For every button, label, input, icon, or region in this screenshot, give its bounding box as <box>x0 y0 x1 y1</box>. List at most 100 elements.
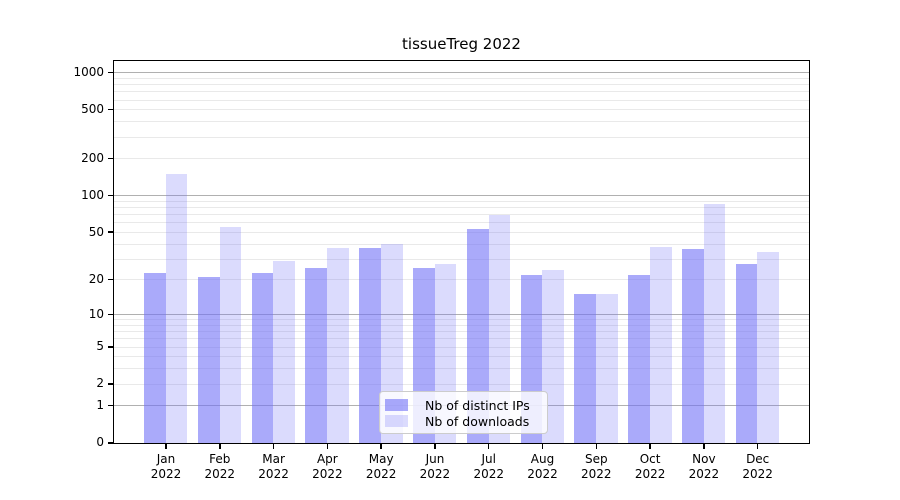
bar-oct-downloads <box>649 246 672 443</box>
gridline-minor-300 <box>114 136 809 138</box>
gridline-minor-8 <box>114 324 809 326</box>
bar-dec-distinct-ips <box>735 264 758 443</box>
bar-apr-downloads <box>327 248 349 443</box>
bar-jan-distinct-ips <box>144 272 166 443</box>
chart-title: tissueTreg 2022 <box>402 35 521 53</box>
ytick-label-10: 10 <box>88 306 104 321</box>
gridline-major-10 <box>114 314 809 316</box>
xtick-label-oct: Oct 2022 <box>634 452 666 481</box>
legend-item-distinct-ips: Nb of distinct IPs <box>385 397 539 413</box>
gridline-minor-6 <box>114 338 809 340</box>
legend: Nb of distinct IPs Nb of downloads <box>379 391 548 434</box>
bar-nov-distinct-ips <box>682 249 704 443</box>
xtick-jun <box>434 444 436 449</box>
gridline-minor-600 <box>114 99 809 101</box>
gridline-minor-500 <box>114 109 809 111</box>
ytick-label-50: 50 <box>88 224 104 239</box>
gridline-minor-20 <box>114 279 809 281</box>
legend-item-downloads: Nb of downloads <box>385 413 539 429</box>
ytick-label-2: 2 <box>96 376 104 391</box>
xtick-sep <box>595 444 598 449</box>
xtick-label-may: May 2022 <box>365 452 397 481</box>
legend-swatch-distinct-ips <box>385 399 408 411</box>
xtick-jan <box>165 444 167 449</box>
xtick-may <box>380 444 382 449</box>
gridline-minor-900 <box>114 77 809 79</box>
gridline-minor-4 <box>114 356 809 358</box>
bar-jan-downloads <box>165 174 188 443</box>
gridline-minor-7 <box>114 331 809 333</box>
xtick-nov <box>703 444 705 449</box>
bar-dec-downloads <box>757 252 780 443</box>
bar-may-distinct-ips <box>359 248 381 443</box>
legend-label-distinct-ips: Nb of distinct IPs <box>425 397 530 413</box>
gridline-minor-3 <box>114 368 809 370</box>
ytick-label-1: 1 <box>96 398 104 413</box>
xtick-label-sep: Sep 2022 <box>581 452 612 481</box>
ytick-label-0: 0 <box>96 435 104 450</box>
bars-layer <box>114 61 809 443</box>
xtick-dec <box>756 444 759 449</box>
xtick-aug <box>541 444 544 449</box>
gridline-minor-40 <box>114 243 809 245</box>
bar-nov-downloads <box>703 204 726 443</box>
xtick-jul <box>487 444 490 449</box>
gridline-major-1000 <box>114 72 809 74</box>
xtick-apr <box>326 444 329 449</box>
xtick-label-jan: Jan 2022 <box>150 452 182 481</box>
gridlines-layer <box>114 61 809 443</box>
xtick-oct <box>649 444 651 449</box>
xtick-label-mar: Mar 2022 <box>258 452 289 481</box>
ytick-10 <box>108 313 114 316</box>
ytick-label-200: 200 <box>81 151 104 166</box>
xtick-label-nov: Nov 2022 <box>688 452 720 481</box>
gridline-minor-30 <box>114 258 809 260</box>
ytick-2 <box>108 383 114 385</box>
xtick-label-dec: Dec 2022 <box>742 452 773 481</box>
ytick-50 <box>108 231 114 233</box>
gridline-minor-80 <box>114 207 809 209</box>
xtick-label-aug: Aug 2022 <box>527 452 558 481</box>
xtick-label-jun: Jun 2022 <box>419 452 451 481</box>
bar-jul-distinct-ips <box>466 229 489 443</box>
ytick-5 <box>108 346 114 348</box>
ytick-1000 <box>108 71 114 74</box>
gridline-minor-5 <box>114 346 809 348</box>
bar-oct-distinct-ips <box>628 274 650 443</box>
ytick-1 <box>108 404 114 407</box>
bar-apr-distinct-ips <box>305 268 328 443</box>
bar-jul-downloads <box>488 214 511 443</box>
xtick-mar <box>272 444 275 449</box>
legend-swatch-downloads <box>385 415 408 427</box>
bar-mar-distinct-ips <box>251 272 274 443</box>
xtick-label-feb: Feb 2022 <box>204 452 236 481</box>
xtick-label-jul: Jul 2022 <box>473 452 504 481</box>
ytick-label-100: 100 <box>81 187 104 202</box>
legend-label-downloads: Nb of downloads <box>425 413 530 429</box>
gridline-minor-70 <box>114 214 809 216</box>
gridline-minor-700 <box>114 91 809 93</box>
gridline-minor-2 <box>114 383 809 385</box>
ytick-20 <box>108 278 114 281</box>
ytick-100 <box>108 194 114 197</box>
bar-sep-downloads <box>596 294 618 443</box>
bar-feb-distinct-ips <box>197 277 220 443</box>
ytick-label-20: 20 <box>88 272 104 287</box>
ytick-label-5: 5 <box>96 339 104 354</box>
gridline-minor-400 <box>114 121 809 123</box>
ytick-label-500: 500 <box>81 102 104 117</box>
gridline-minor-800 <box>114 84 809 86</box>
bar-mar-downloads <box>273 260 296 443</box>
xtick-label-apr: Apr 2022 <box>312 452 343 481</box>
gridline-major-100 <box>114 195 809 197</box>
plot-area <box>113 60 810 444</box>
gridline-minor-9 <box>114 319 809 321</box>
bar-sep-distinct-ips <box>574 294 597 443</box>
ytick-500 <box>108 108 114 111</box>
bar-feb-downloads <box>219 227 242 443</box>
ytick-label-1000: 1000 <box>73 64 104 79</box>
gridline-minor-90 <box>114 200 809 202</box>
gridline-minor-60 <box>114 222 809 224</box>
xtick-feb <box>219 444 221 449</box>
